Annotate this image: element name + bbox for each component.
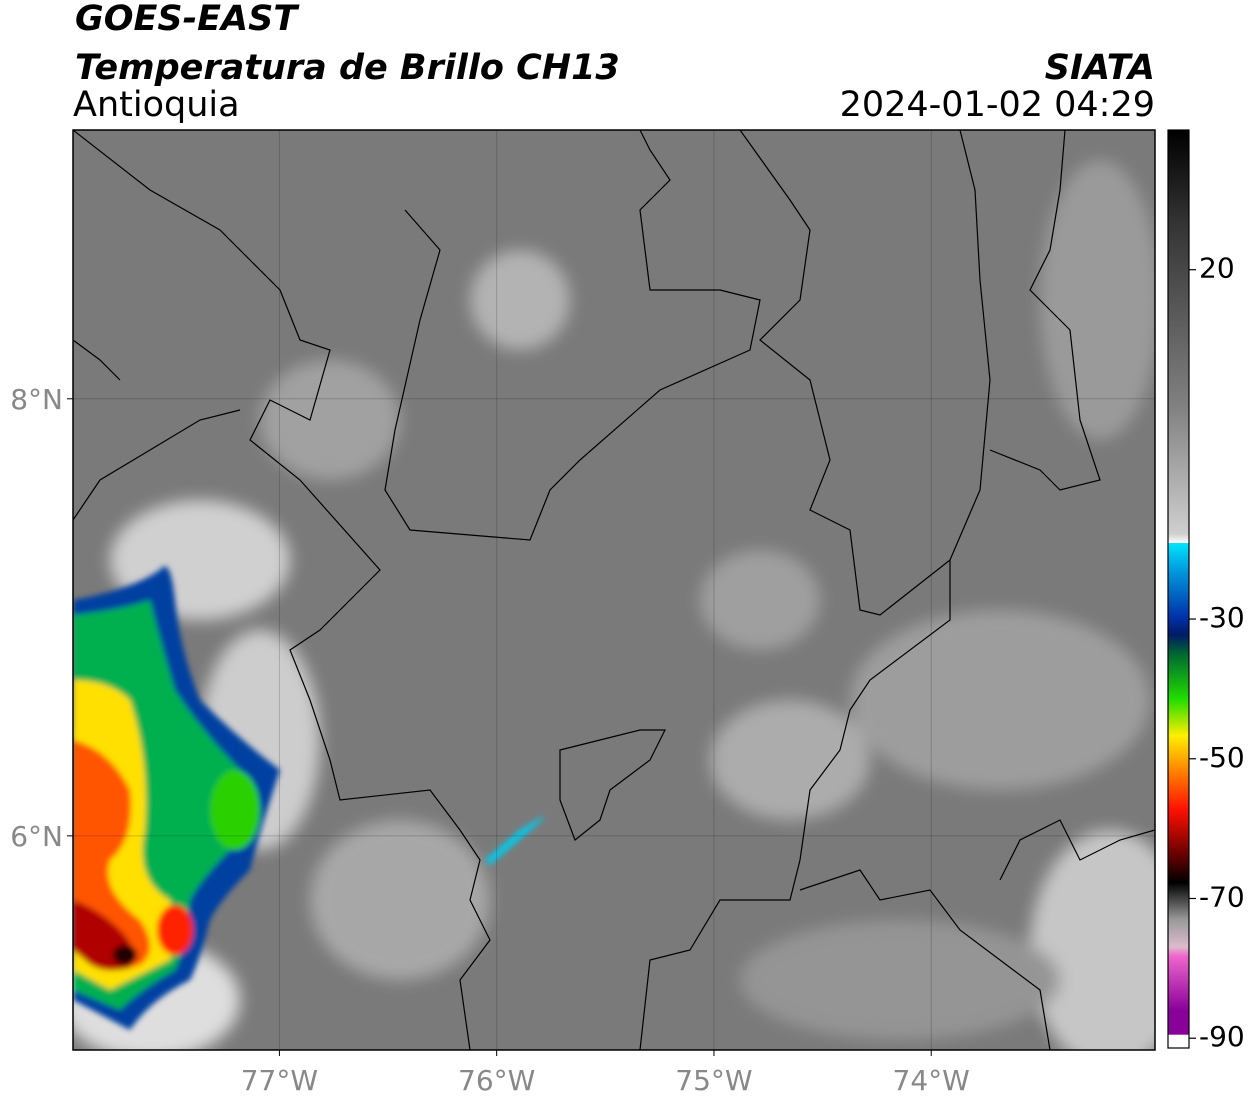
satellite-image — [73, 130, 1155, 1050]
source-label: SIATA — [1045, 48, 1155, 88]
lon-tick-label: 74°W — [893, 1064, 970, 1097]
map-frame — [72, 129, 1156, 1051]
colorbar-tick-label: -90 — [1199, 1020, 1245, 1053]
lat-tick-label: 8°N — [10, 383, 63, 416]
region-label: Antioquia — [73, 85, 240, 125]
colorbar-tick-label: -50 — [1199, 741, 1245, 774]
colorbar-tick-label: -30 — [1199, 601, 1245, 634]
colorbar — [1167, 129, 1190, 1049]
product-title: Temperatura de Brillo CH13 — [75, 48, 620, 88]
lon-tick-label: 77°W — [241, 1064, 318, 1097]
lon-tick-label: 75°W — [675, 1064, 752, 1097]
colorbar-tick-label: 20 — [1199, 252, 1235, 285]
datetime-label: 2024-01-02 04:29 — [840, 85, 1155, 125]
lat-tick-label: 6°N — [10, 820, 63, 853]
lon-tick-label: 76°W — [458, 1064, 535, 1097]
colorbar-tick-label: -70 — [1199, 880, 1245, 913]
satellite-title: GOES-EAST — [75, 0, 300, 39]
